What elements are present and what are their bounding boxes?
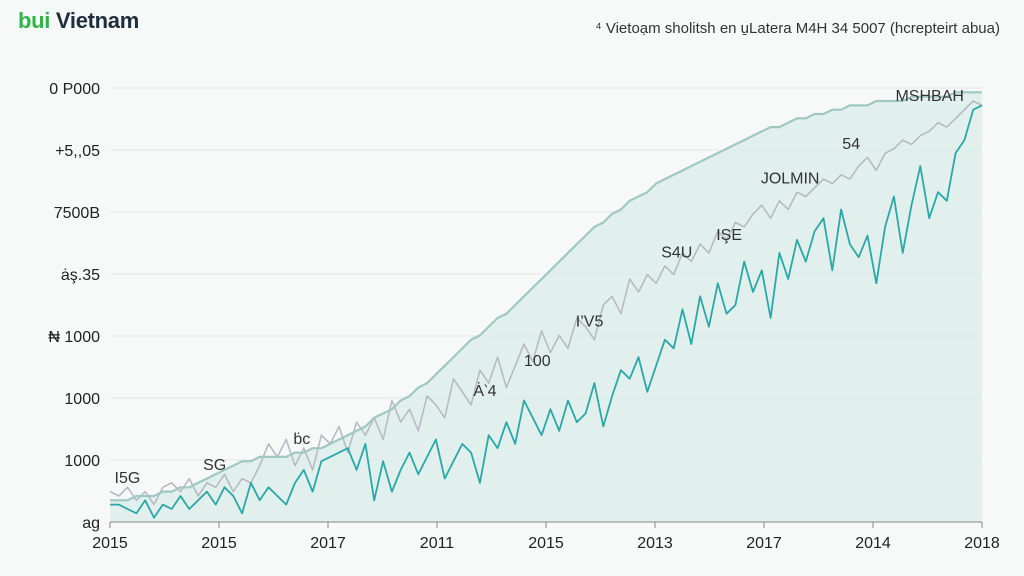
series-line-teal bbox=[110, 104, 983, 519]
annotation-label: I’V5 bbox=[576, 314, 604, 331]
series-lines bbox=[109, 91, 983, 519]
x-tick-label: 2015 bbox=[201, 535, 237, 552]
brand-part1: bui bbox=[18, 8, 51, 33]
x-tick-label: 2015 bbox=[528, 535, 564, 552]
x-tick-label: 2011 bbox=[420, 535, 455, 552]
annotations: I5G SG ḃc Ȧ‵4 100 I’V5 S4U IŞE JOLMIN 54 MSHBAH bbox=[115, 88, 964, 487]
area-under-trend bbox=[110, 92, 982, 523]
series-line-trend bbox=[110, 91, 982, 502]
annotation-label: Ȧ‵4 bbox=[473, 381, 496, 400]
annotation-label: SG bbox=[203, 457, 226, 474]
y-axis: ag 1000 1000 ₦ 1000 ȧş.35 7500B +5,,05 0 P000 bbox=[48, 81, 100, 532]
annotation-label: S4U bbox=[661, 244, 692, 261]
y-tick-label: 1000 bbox=[64, 391, 100, 408]
y-tick-label: 7500B bbox=[54, 205, 100, 222]
annotation-label: I5G bbox=[115, 470, 141, 487]
annotation-label: JOLMIN bbox=[761, 170, 820, 187]
x-tick-label: 2017 bbox=[310, 535, 346, 552]
y-tick-label: ȧş.35 bbox=[61, 267, 100, 284]
series-line-gray bbox=[109, 100, 983, 506]
annotation-label: 54 bbox=[842, 136, 860, 153]
y-tick-label: ag bbox=[82, 515, 100, 532]
x-tick-label: 2018 bbox=[964, 535, 1000, 552]
brand-logo: bui Vietnam bbox=[18, 8, 139, 34]
x-tick-label: 2017 bbox=[746, 535, 782, 552]
area-fill bbox=[110, 92, 982, 523]
annotation-label: ḃc bbox=[293, 431, 310, 448]
x-tick-label: 2015 bbox=[92, 535, 128, 552]
x-tick-label: 2013 bbox=[637, 535, 673, 552]
annotation-label: 100 bbox=[524, 353, 551, 370]
y-tick-label: 1000 bbox=[64, 453, 100, 470]
y-tick-label: ₦ 1000 bbox=[48, 329, 100, 346]
annotation-label: IŞE bbox=[716, 227, 742, 244]
x-tick-label: 2014 bbox=[855, 535, 891, 552]
chart-subtitle: ⁴ Vietoạm sholitsh en u̱Latera M4H 34 5… bbox=[595, 20, 1000, 37]
annotation-label: MSHBAH bbox=[895, 88, 963, 105]
x-axis: 2015 2015 2017 2011 2015 2013 2017 2014 2018 bbox=[92, 521, 1000, 552]
y-tick-label: 0 P000 bbox=[49, 81, 100, 98]
y-tick-label: +5,,05 bbox=[55, 143, 100, 160]
brand-part2: Vietnam bbox=[50, 8, 139, 33]
